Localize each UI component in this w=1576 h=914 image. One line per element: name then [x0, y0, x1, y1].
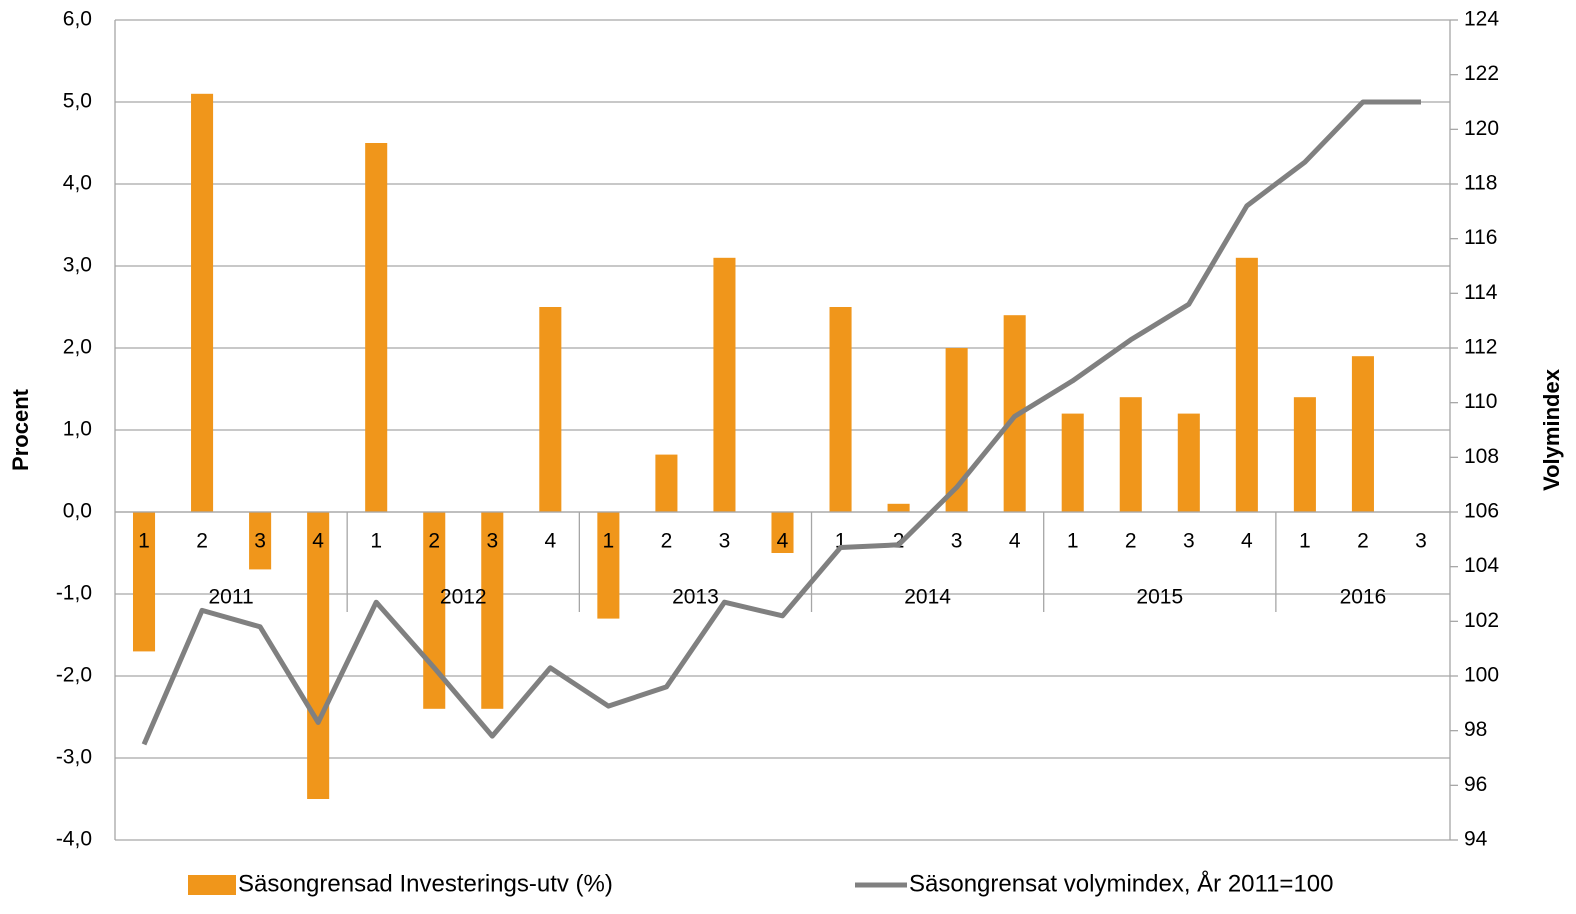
y-tick-label: 3,0 [63, 254, 92, 277]
bar [1351, 356, 1374, 512]
bar [829, 307, 852, 512]
y2-tick-label: 104 [1464, 554, 1499, 577]
x-group-label: 2015 [1136, 586, 1183, 609]
x-group-label: 2012 [440, 586, 487, 609]
y2-tick-label: 114 [1464, 281, 1498, 304]
x-tick-label: 2 [1125, 530, 1137, 553]
x-group-label: 2016 [1340, 586, 1387, 609]
x-tick-label: 4 [544, 530, 556, 553]
bar [249, 512, 272, 570]
line [141, 99, 1421, 746]
legend-label: Säsongrensat volymindex, År 2011=100 [909, 869, 1334, 897]
bar [307, 512, 330, 799]
bar [655, 454, 678, 512]
bar [132, 512, 156, 652]
x-tick-label: 1 [835, 530, 847, 553]
y2-tick-label: 108 [1464, 445, 1499, 468]
y-tick-label: 1,0 [63, 418, 92, 441]
bar [481, 512, 504, 709]
y2-tick-label: 94 [1464, 828, 1488, 851]
x-tick-label: 3 [486, 530, 498, 553]
y-tick-label: 5,0 [63, 90, 92, 113]
bar [1119, 397, 1142, 512]
x-tick-label: 4 [777, 530, 789, 553]
x-tick-label: 2 [428, 530, 440, 553]
bar [597, 512, 620, 619]
y2-tick-label: 116 [1464, 226, 1497, 249]
bar [539, 307, 562, 512]
y-tick-label: -1,0 [56, 582, 92, 605]
x-tick-label: 2 [893, 530, 905, 553]
bar [1177, 413, 1200, 512]
y-tick-label: 2,0 [63, 336, 92, 359]
x-tick-label: 3 [1415, 530, 1427, 553]
legend-label: Säsongrensad Investerings-utv (%) [238, 870, 613, 897]
x-group-label: 2011 [209, 586, 254, 609]
bar [945, 348, 968, 512]
y2-tick-label: 102 [1464, 609, 1499, 632]
y2-tick-label: 124 [1464, 8, 1499, 31]
bar [1061, 413, 1084, 512]
bar [771, 512, 794, 553]
y2-axis-title: Volymindex [1539, 368, 1564, 491]
x-tick-label: 2 [196, 530, 208, 553]
y2-tick-label: 96 [1464, 773, 1487, 796]
x-group-label: 2014 [904, 586, 951, 609]
x-tick-label: 4 [1009, 530, 1021, 553]
x-tick-label: 1 [370, 530, 382, 553]
legend-swatch [188, 875, 236, 895]
x-tick-label: 3 [719, 530, 731, 553]
y2-tick-label: 120 [1464, 117, 1499, 140]
x-tick-label: 3 [951, 530, 963, 553]
x-tick-label: 2 [661, 530, 673, 553]
x-tick-label: 2 [1357, 530, 1369, 553]
x-tick-label: 3 [1183, 530, 1195, 553]
x-tick-label: 3 [254, 530, 266, 553]
bar [1293, 397, 1316, 512]
y2-tick-label: 98 [1464, 718, 1487, 741]
y2-tick-label: 100 [1464, 664, 1499, 687]
bar [365, 143, 388, 512]
y2-tick-label: 118 [1464, 172, 1497, 195]
x-tick-label: 1 [138, 530, 150, 553]
y-tick-label: -4,0 [56, 828, 92, 851]
y2-tick-label: 112 [1464, 336, 1497, 359]
y-tick-label: 4,0 [63, 172, 92, 195]
bar [887, 503, 910, 512]
y-tick-label: 6,0 [63, 8, 92, 31]
y-axis-title: Procent [8, 388, 33, 471]
bar [191, 93, 214, 513]
x-tick-label: 1 [1067, 530, 1079, 553]
y2-tick-label: 106 [1464, 500, 1499, 523]
bar [1235, 257, 1258, 512]
bar [713, 257, 736, 512]
y2-tick-label: 122 [1464, 62, 1499, 85]
x-tick-label: 4 [312, 530, 324, 553]
y2-tick-label: 110 [1464, 390, 1497, 413]
x-group-label: 2013 [672, 586, 719, 609]
x-tick-label: 1 [1299, 530, 1311, 553]
y-tick-label: -3,0 [56, 746, 92, 769]
y-tick-label: -2,0 [56, 664, 92, 687]
x-tick-label: 4 [1241, 530, 1253, 553]
y-tick-label: 0,0 [63, 500, 92, 523]
x-tick-label: 1 [603, 530, 615, 553]
